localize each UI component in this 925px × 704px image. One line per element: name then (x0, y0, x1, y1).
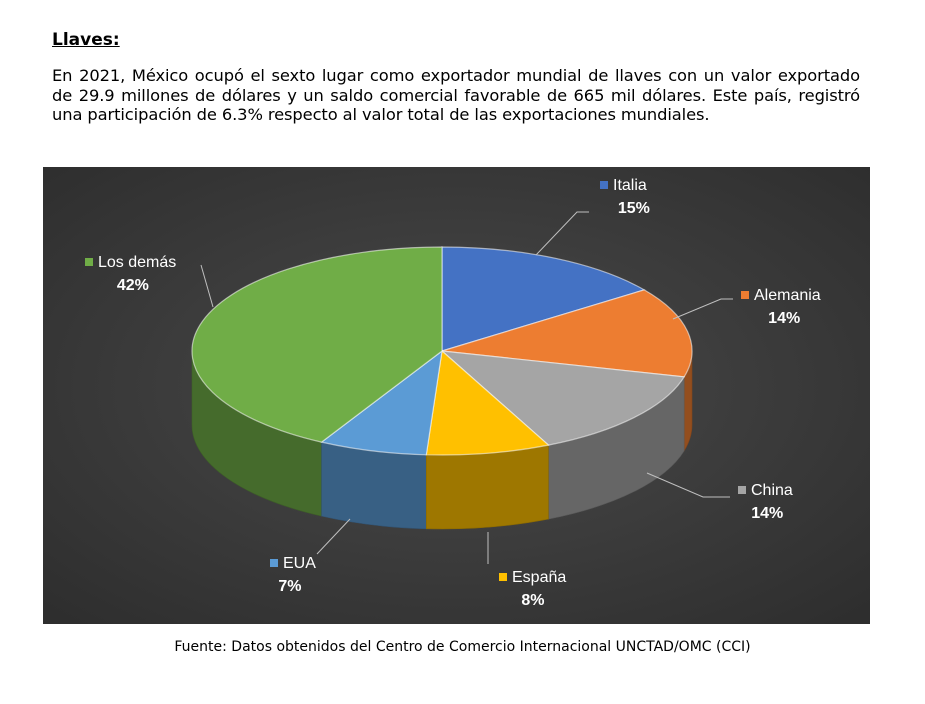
label-percent: 15% (618, 200, 650, 217)
data-label-los-demás: Los demás 42% (85, 254, 176, 294)
label-percent: 42% (117, 277, 149, 294)
pie-slice-italia (441, 246, 646, 352)
pie-slice-eua (320, 349, 443, 456)
leader-line-los-demás (200, 264, 214, 308)
label-percent: 14% (768, 310, 800, 327)
pie-slice-españa (425, 349, 550, 456)
leader-line-italia (535, 211, 589, 256)
data-label-alemania: Alemania 14% (741, 287, 821, 327)
label-category: EUA (283, 555, 316, 572)
label-category: China (751, 482, 793, 499)
pie-slice-alemania (441, 289, 693, 378)
description-paragraph: En 2021, México ocupó el sexto lugar com… (52, 66, 860, 125)
label-category: Los demás (98, 254, 176, 271)
pie-side-españa (426, 444, 549, 530)
source-note: Fuente: Datos obtenidos del Centro de Co… (174, 639, 751, 655)
label-category: Alemania (754, 287, 821, 304)
pie-chart-svg: Italia 15% Alemania 14% China 14% España 8% EUA 7… (43, 167, 870, 624)
leader-line-alemania (672, 298, 733, 320)
data-label-italia: Italia 15% (600, 177, 650, 217)
label-percent: 14% (751, 505, 783, 522)
label-percent: 7% (278, 578, 301, 595)
legend-key-china (738, 486, 746, 494)
legend-key-españa (499, 573, 507, 581)
legend-key-los-demás (85, 258, 93, 266)
label-percent: 8% (521, 592, 544, 609)
label-category: Italia (613, 177, 647, 194)
pie-slice-los-demás (191, 246, 443, 443)
pie-chart: Italia 15% Alemania 14% China 14% España 8% EUA 7… (43, 167, 870, 624)
leader-line-eua (316, 518, 351, 555)
pie-side-eua (321, 441, 427, 530)
data-label-china: China 14% (738, 482, 793, 522)
section-heading: Llaves: (52, 30, 120, 50)
leader-line-china (646, 472, 730, 498)
legend-key-alemania (741, 291, 749, 299)
legend-key-italia (600, 181, 608, 189)
data-label-españa: España 8% (499, 569, 566, 609)
pie-slice-china (440, 350, 686, 446)
label-category: España (512, 569, 566, 586)
data-label-eua: EUA 7% (270, 555, 316, 595)
legend-key-eua (270, 559, 278, 567)
